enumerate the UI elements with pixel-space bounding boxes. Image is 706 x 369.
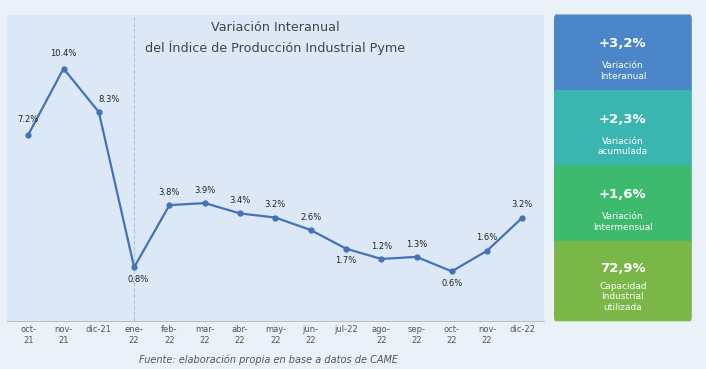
Text: 10.4%: 10.4% xyxy=(50,49,77,58)
Text: Capacidad
Industrial
utilizada: Capacidad Industrial utilizada xyxy=(599,282,647,312)
Text: 0.6%: 0.6% xyxy=(441,279,462,288)
Text: Variación Interanual
del Índice de Producción Industrial Pyme: Variación Interanual del Índice de Produ… xyxy=(145,21,405,55)
FancyBboxPatch shape xyxy=(554,90,692,170)
Text: 8.3%: 8.3% xyxy=(99,95,120,104)
Text: 1.3%: 1.3% xyxy=(406,239,427,249)
Text: 2.6%: 2.6% xyxy=(300,213,321,222)
Text: 3.9%: 3.9% xyxy=(194,186,215,195)
Text: Variación
Intermensual: Variación Intermensual xyxy=(593,212,653,232)
Text: 1.6%: 1.6% xyxy=(477,234,498,242)
Text: +1,6%: +1,6% xyxy=(599,189,647,201)
Text: Variación
Interanual: Variación Interanual xyxy=(599,61,646,81)
Text: 3.8%: 3.8% xyxy=(159,188,180,197)
Text: +3,2%: +3,2% xyxy=(599,38,647,51)
Text: 7.2%: 7.2% xyxy=(18,115,39,124)
FancyBboxPatch shape xyxy=(554,241,692,321)
FancyBboxPatch shape xyxy=(554,165,692,246)
Text: 72,9%: 72,9% xyxy=(600,262,646,275)
Text: 0.8%: 0.8% xyxy=(127,275,148,284)
Text: Variación
acumulada: Variación acumulada xyxy=(598,137,648,156)
Text: 3.4%: 3.4% xyxy=(229,196,251,205)
Text: Fuente: elaboración propia en base a datos de CAME: Fuente: elaboración propia en base a dat… xyxy=(139,355,397,365)
Text: +2,3%: +2,3% xyxy=(599,113,647,126)
Text: 3.2%: 3.2% xyxy=(512,200,533,209)
FancyBboxPatch shape xyxy=(554,14,692,95)
Text: 3.2%: 3.2% xyxy=(265,200,286,209)
Text: 1.7%: 1.7% xyxy=(335,256,357,265)
Text: 1.2%: 1.2% xyxy=(371,242,392,251)
